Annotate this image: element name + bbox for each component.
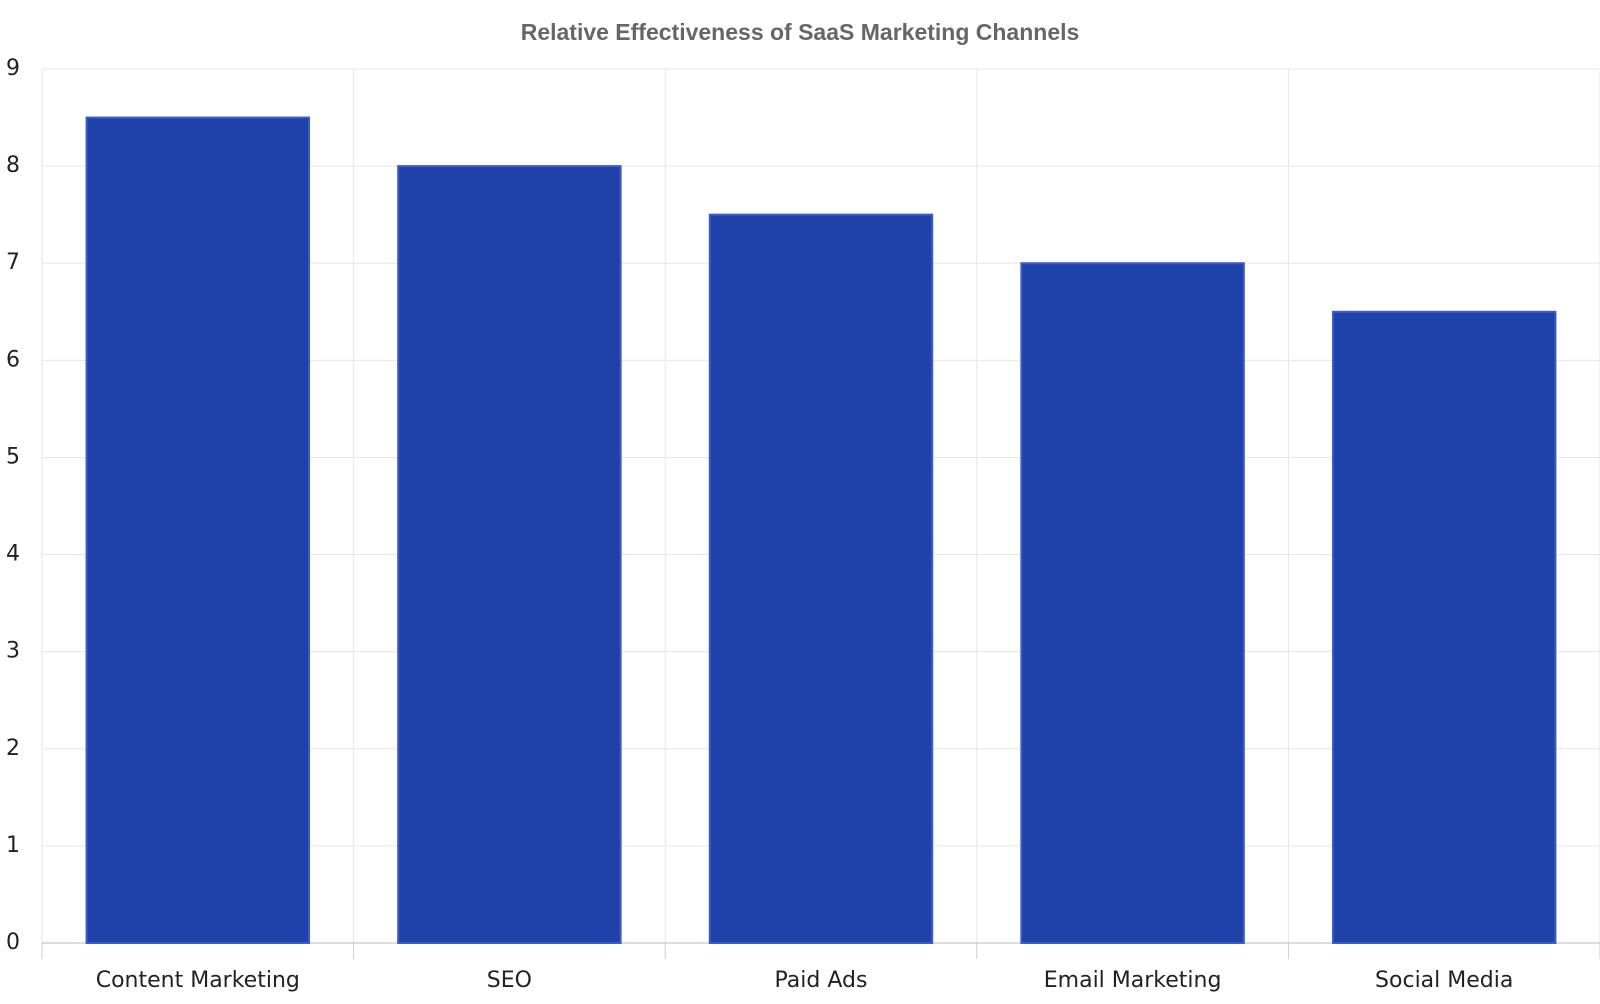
y-tick-label: 6 — [6, 347, 20, 372]
x-tick-label: Paid Ads — [775, 968, 868, 993]
y-tick-label: 7 — [6, 250, 20, 275]
y-tick-label: 5 — [6, 444, 20, 469]
y-tick-label: 9 — [6, 56, 20, 81]
bar — [1020, 262, 1245, 944]
y-tick-label: 8 — [6, 153, 20, 178]
y-tick-label: 4 — [6, 542, 20, 567]
bar — [1331, 310, 1557, 944]
y-tick-label: 0 — [6, 930, 20, 955]
bar — [397, 165, 622, 945]
x-tick-label: Email Marketing — [1044, 968, 1222, 993]
bar — [85, 116, 311, 945]
bar — [708, 213, 934, 944]
chart-title: Relative Effectiveness of SaaS Marketing… — [521, 19, 1080, 45]
y-tick-label: 3 — [6, 639, 20, 664]
x-tick-label: Content Marketing — [96, 968, 300, 993]
x-tick-label: Social Media — [1375, 968, 1513, 993]
y-tick-label: 1 — [6, 833, 20, 858]
y-tick-label: 2 — [6, 736, 20, 761]
x-tick-label: SEO — [487, 968, 532, 993]
